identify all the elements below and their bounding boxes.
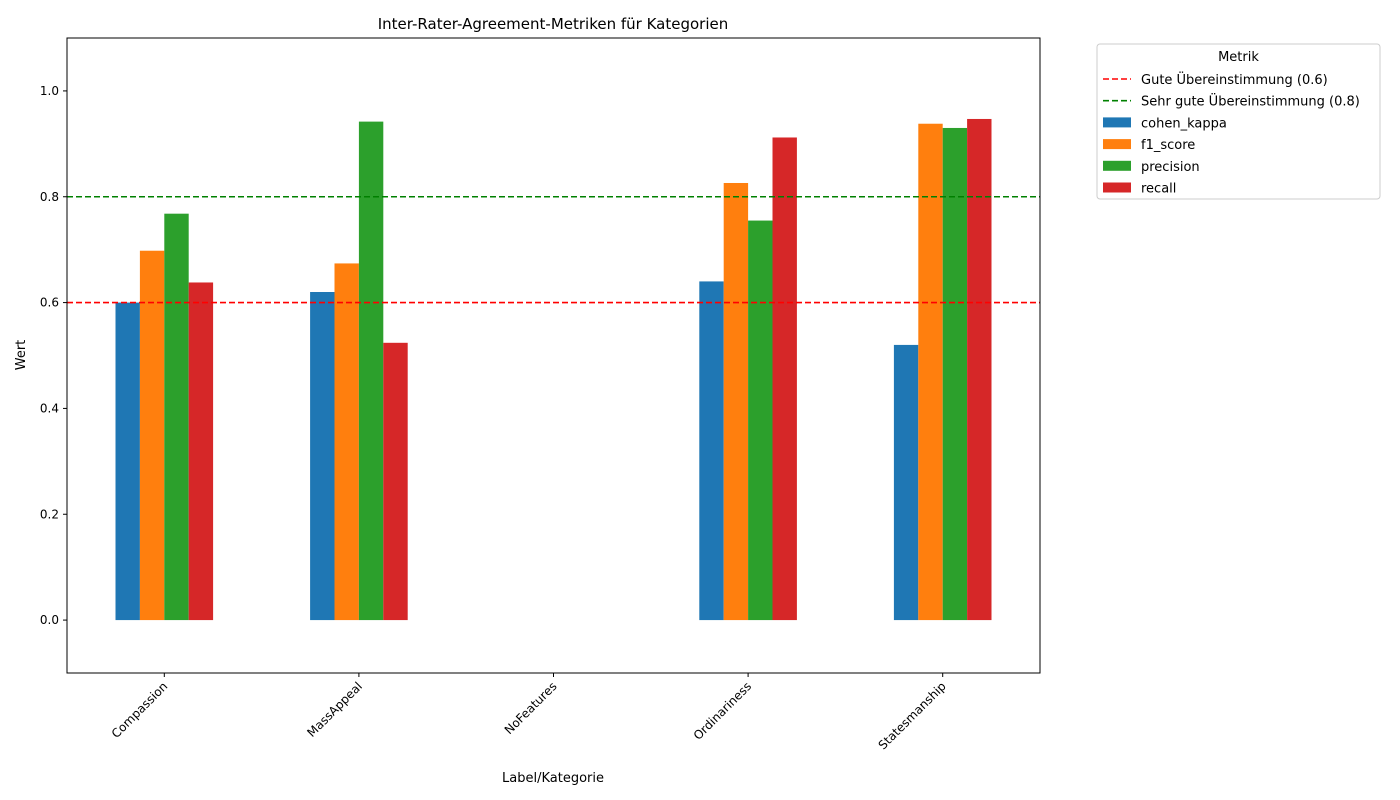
- legend-label-precision: precision: [1141, 160, 1200, 175]
- legend-swatch-precision: [1103, 160, 1131, 171]
- bar-f1_score-compassion: [139, 250, 165, 621]
- legend-label-f1_score: f1_score: [1141, 138, 1195, 153]
- x-tick-label: NoFeatures: [502, 679, 560, 737]
- bar-cohen_kappa-massappeal: [310, 292, 335, 621]
- legend-title: Metrik: [1218, 50, 1259, 65]
- legend-label-reference-1: Gute Übereinstimmung (0.6): [1141, 71, 1328, 88]
- y-tick-label: 0.8: [40, 190, 59, 204]
- bar-recall-ordinariness: [772, 137, 797, 621]
- x-tick-label: MassAppeal: [304, 679, 365, 740]
- bar-f1_score-massappeal: [334, 263, 359, 621]
- bar-f1_score-ordinariness: [723, 182, 749, 621]
- legend-swatch-recall: [1103, 182, 1131, 193]
- legend-swatch-cohen_kappa: [1103, 117, 1131, 128]
- legend-label-reference-2: Sehr gute Übereinstimmung (0.8): [1141, 93, 1360, 110]
- y-tick-label: 0.2: [40, 507, 59, 521]
- legend: Metrik Gute Übereinstimmung (0.6) Sehr gut…: [1096, 43, 1381, 200]
- x-tick-label: Statesmanship: [876, 679, 949, 752]
- y-axis: 0.0 0.2 0.4 0.6 0.8 1.0: [40, 84, 67, 627]
- chart-title: Inter-Rater-Agreement-Metriken für Kateg…: [378, 15, 728, 33]
- bar-recall-compassion: [188, 282, 214, 621]
- bar-f1_score-statesmanship: [918, 123, 943, 621]
- legend-label-cohen_kappa: cohen_kappa: [1141, 116, 1227, 131]
- bar-precision-statesmanship: [942, 127, 968, 621]
- y-axis-label: Wert: [14, 340, 29, 371]
- y-tick-label: 0.4: [40, 401, 59, 415]
- x-tick-label: Ordinariness: [691, 679, 755, 743]
- bar-precision-compassion: [164, 213, 189, 621]
- y-tick-label: 1.0: [40, 84, 59, 98]
- x-axis: Compassion MassAppeal NoFeatures Ordinarine…: [109, 673, 949, 752]
- legend-box: [1096, 43, 1381, 200]
- bar-cohen_kappa-compassion: [115, 302, 140, 621]
- bar-precision-ordinariness: [748, 220, 773, 621]
- legend-swatch-f1_score: [1103, 139, 1131, 150]
- y-tick-label: 0.0: [40, 613, 59, 627]
- legend-label-recall: recall: [1141, 182, 1176, 197]
- x-tick-label: Compassion: [109, 679, 171, 741]
- bar-precision-massappeal: [358, 121, 384, 621]
- x-axis-label: Label/Kategorie: [502, 771, 604, 786]
- plot-area: [67, 118, 1040, 621]
- bar-recall-massappeal: [383, 342, 408, 621]
- bar-recall-statesmanship: [967, 118, 992, 621]
- bar-cohen_kappa-statesmanship: [893, 344, 919, 621]
- bar-cohen_kappa-ordinariness: [699, 281, 724, 621]
- y-tick-label: 0.6: [40, 296, 59, 310]
